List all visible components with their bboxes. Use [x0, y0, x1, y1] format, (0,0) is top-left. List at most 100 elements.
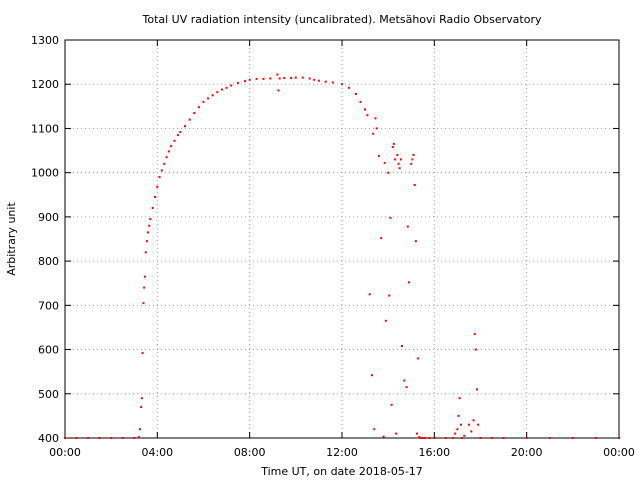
- data-point: [145, 240, 148, 243]
- data-point: [457, 414, 460, 417]
- data-point: [477, 423, 480, 426]
- data-point: [463, 434, 466, 437]
- x-tick-label: 16:00: [418, 446, 450, 459]
- data-point: [368, 293, 371, 296]
- data-point: [571, 437, 574, 439]
- data-point: [418, 436, 421, 439]
- data-point: [148, 224, 151, 227]
- data-point: [230, 84, 233, 87]
- data-point: [341, 83, 343, 86]
- chart-title: Total UV radiation intensity (uncalibrat…: [142, 13, 542, 26]
- data-point: [98, 437, 101, 439]
- data-point: [149, 218, 152, 221]
- data-point: [177, 134, 180, 137]
- data-point: [382, 435, 385, 438]
- data-point: [147, 231, 150, 234]
- y-tick-label: 600: [38, 344, 59, 357]
- y-tick-label: 800: [38, 255, 59, 268]
- data-point: [225, 86, 228, 89]
- data-point: [140, 397, 143, 400]
- data-point: [380, 237, 383, 240]
- data-point: [207, 97, 210, 100]
- data-point: [137, 436, 140, 439]
- data-point: [428, 437, 431, 439]
- data-point: [163, 162, 166, 165]
- data-point: [87, 437, 90, 439]
- y-tick-label: 400: [38, 432, 59, 445]
- x-axis-label: Time UT, on date 2018-05-17: [260, 465, 423, 478]
- data-point: [331, 81, 334, 84]
- data-point: [154, 196, 156, 198]
- data-point: [470, 430, 473, 433]
- data-point: [398, 167, 401, 170]
- data-point: [278, 77, 281, 80]
- data-point: [324, 80, 327, 83]
- data-point: [301, 76, 304, 79]
- data-point: [158, 176, 161, 179]
- data-point: [548, 437, 551, 439]
- data-point: [276, 73, 279, 76]
- data-point: [473, 333, 476, 336]
- data-point: [390, 403, 393, 406]
- data-point: [211, 94, 214, 97]
- data-point: [410, 162, 413, 165]
- data-point: [193, 112, 196, 114]
- data-point: [491, 437, 493, 439]
- data-point: [173, 139, 176, 142]
- data-point: [374, 117, 377, 120]
- data-point: [525, 437, 528, 439]
- data-point: [165, 156, 168, 159]
- data-point: [170, 145, 173, 148]
- data-point: [375, 127, 378, 130]
- data-point: [121, 437, 124, 439]
- data-point: [64, 437, 66, 439]
- data-point: [354, 93, 357, 95]
- data-point: [364, 108, 367, 111]
- data-point: [197, 106, 200, 109]
- data-point: [395, 432, 398, 435]
- data-point: [413, 184, 416, 186]
- x-tick-label: 08:00: [234, 446, 266, 459]
- y-tick-label: 500: [38, 388, 59, 401]
- y-tick-label: 700: [38, 299, 59, 312]
- data-point: [373, 428, 376, 431]
- data-point: [421, 437, 424, 439]
- data-point: [479, 437, 482, 439]
- y-tick-label: 1200: [31, 78, 59, 91]
- data-point: [255, 77, 258, 80]
- data-point: [407, 281, 410, 284]
- data-point: [383, 161, 386, 164]
- x-tick-label: 04:00: [141, 446, 173, 459]
- data-point: [156, 185, 159, 188]
- data-point: [160, 169, 163, 172]
- data-point: [461, 437, 463, 439]
- data-point: [144, 251, 147, 254]
- data-point: [389, 216, 392, 219]
- data-point: [184, 125, 186, 128]
- data-point: [248, 78, 251, 81]
- data-point: [618, 437, 620, 439]
- x-tick-label: 12:00: [326, 446, 358, 459]
- data-point: [454, 432, 457, 435]
- data-point: [308, 77, 311, 80]
- data-point: [459, 423, 462, 426]
- data-point: [143, 275, 146, 278]
- data-point: [401, 345, 403, 347]
- data-point: [290, 77, 293, 79]
- data-point: [133, 437, 136, 439]
- data-point: [444, 437, 447, 439]
- data-point: [420, 437, 423, 439]
- data-point: [221, 88, 223, 91]
- data-point: [472, 419, 475, 422]
- data-point: [397, 162, 400, 165]
- data-point: [416, 432, 418, 435]
- data-point: [414, 240, 417, 243]
- data-point: [202, 100, 205, 103]
- data-point: [372, 132, 375, 135]
- y-axis-label: Arbitrary unit: [5, 202, 18, 276]
- data-point: [451, 437, 454, 439]
- x-tick-label: 20:00: [511, 446, 543, 459]
- data-point: [269, 77, 272, 80]
- data-point: [244, 80, 247, 83]
